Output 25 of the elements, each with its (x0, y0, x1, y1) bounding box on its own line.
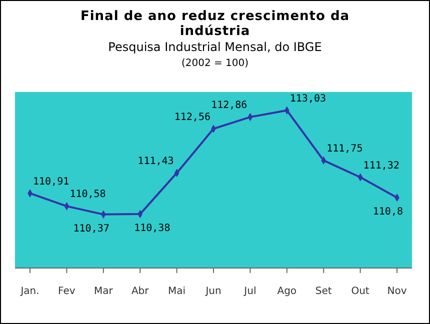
x-tick-label: Set (315, 286, 332, 297)
data-label: 110,91 (33, 176, 70, 188)
data-label: 111,43 (138, 156, 174, 167)
data-label: 111,75 (326, 143, 363, 154)
data-label: 111,32 (363, 160, 400, 172)
x-tick-label: Ago (277, 286, 297, 297)
x-tick-label: Abr (131, 286, 150, 297)
x-tick-label: Mai (168, 286, 186, 297)
text: (2002 = 100) (181, 58, 249, 69)
data-label: 110,8 (372, 206, 403, 218)
x-tick-label: Jun (204, 286, 222, 297)
chart-subtitle: Pesquisa Industrial Mensal, do IBGE (108, 40, 322, 54)
x-tick-label: Fev (58, 286, 76, 297)
data-label: 110,58 (70, 189, 106, 200)
data-label: 112,56 (174, 112, 210, 123)
x-tick-label: Mar (94, 286, 114, 297)
x-tick-label: Jan. (20, 286, 40, 297)
x-tick-label: Jul (243, 286, 256, 297)
x-tick-label: Nov (387, 286, 407, 297)
data-label: 110,37 (73, 223, 110, 234)
x-tick-label: Out (351, 286, 370, 297)
chart-title: Final de ano reduz crescimento da indústria (80, 9, 350, 39)
data-label: 112,86 (211, 100, 248, 112)
data-label: 113,03 (290, 93, 326, 104)
data-label: 110,38 (134, 223, 170, 234)
